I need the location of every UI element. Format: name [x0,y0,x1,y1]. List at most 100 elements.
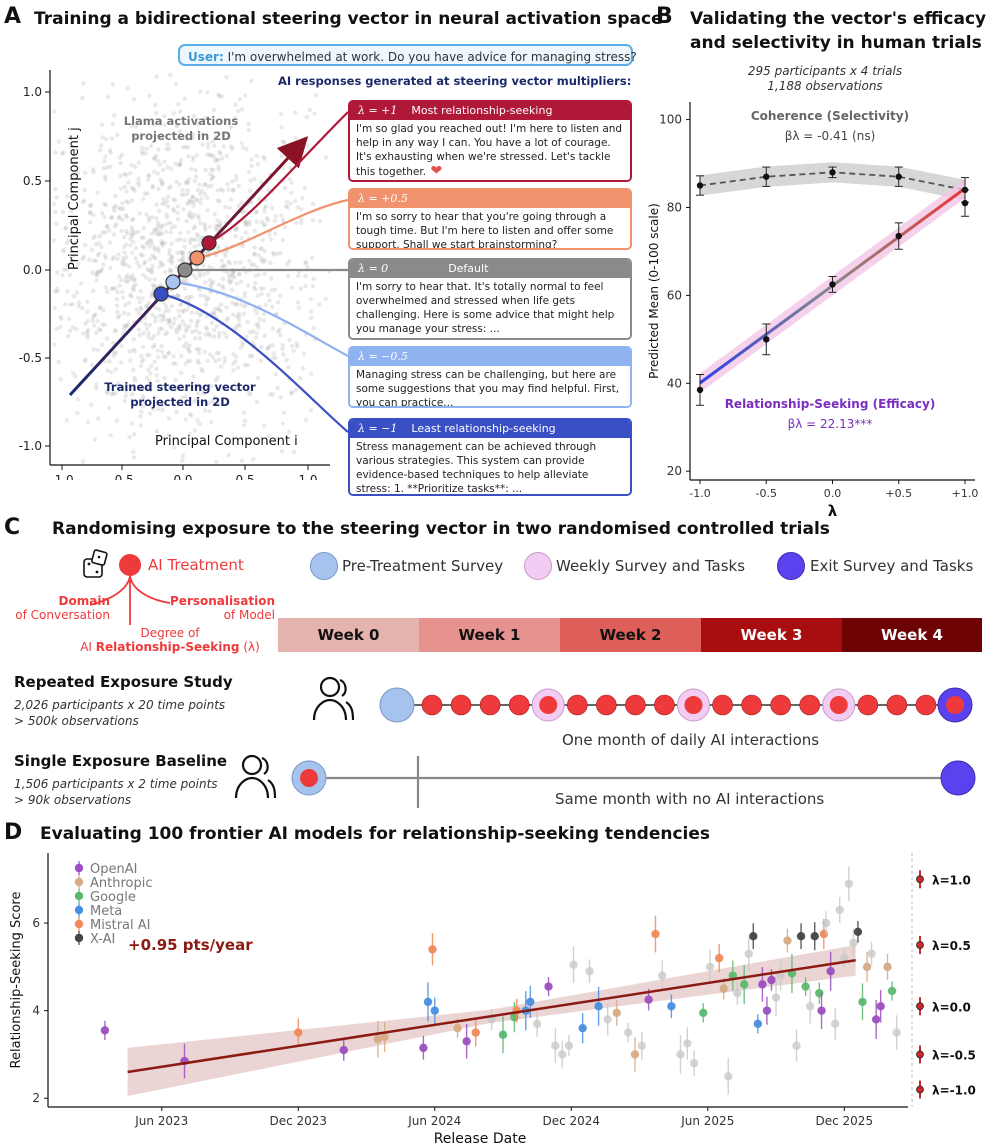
activation-point [121,295,126,300]
activation-point [226,259,231,264]
activation-point [157,230,163,236]
model-point [805,1002,815,1011]
activation-point [179,354,184,359]
model-point [419,1043,428,1053]
activation-point [124,323,129,328]
rs-point [829,281,836,288]
activation-point [154,216,159,221]
activation-point [54,270,60,275]
point-zero [177,262,193,278]
model-point [100,1026,110,1035]
model-point [821,918,831,928]
activation-point [150,253,155,258]
activation-point [80,199,86,205]
coherence-point [829,169,836,176]
activation-point [114,303,120,308]
activation-point [121,258,126,264]
activation-point [223,254,228,259]
activation-point [95,269,100,274]
activation-point [151,245,157,250]
activation-point [153,315,158,320]
activation-point [216,246,221,251]
activation-point [129,185,134,191]
activation-point [168,72,173,78]
activation-point [188,358,193,364]
activation-point [221,144,226,149]
model-point [826,967,835,976]
activation-point [271,351,277,356]
activation-point [66,238,72,243]
activation-point [169,225,174,230]
activation-point [156,186,161,192]
activation-point [216,334,222,339]
activation-point [124,389,129,394]
activation-point [262,333,267,339]
activation-point [146,334,151,340]
activation-point [112,113,117,118]
activation-point [128,236,133,242]
activation-point [203,168,208,173]
activation-point [132,378,138,383]
activation-point [244,147,249,152]
legend-pre-treatment-label: Pre-Treatment Survey [342,557,504,575]
response-header-text: Default [448,262,489,275]
activation-point [192,428,198,433]
activation-point [227,261,232,266]
model-point [453,1023,462,1033]
activation-point [136,229,141,234]
activation-point [226,187,231,192]
activation-point [194,264,200,270]
activation-point [220,188,225,193]
activation-point [213,223,218,229]
activation-point [200,368,205,374]
activation-point [119,152,125,158]
d-x-label: Release Date [434,1131,527,1147]
activation-point [248,392,253,397]
activation-point [215,306,221,311]
activation-point [111,340,116,346]
activation-point [120,217,125,222]
activation-point [205,270,210,275]
activation-point [231,273,236,278]
d-x-tick-label: Jun 2025 [680,1114,734,1128]
activation-point [240,107,245,112]
activation-point [126,180,131,185]
activation-point [118,186,124,191]
activation-point [254,265,260,270]
activation-point [174,123,179,129]
study1-caption: One month of daily AI interactions [562,731,820,749]
activation-point [259,219,264,224]
activation-point [205,358,210,364]
activation-point [130,286,135,291]
activation-point [259,256,264,261]
activation-point [150,184,156,189]
activation-point [159,231,165,236]
model-point [844,879,854,888]
model-point [630,1050,640,1059]
activation-point [139,307,144,312]
activation-point [121,245,127,250]
activation-point [178,303,183,308]
personal-label-1: Personalisation [170,594,275,608]
activation-point [152,277,157,282]
activation-point [220,284,225,289]
panel-d-label: D [4,820,23,845]
activation-point [254,310,260,316]
activation-point [163,229,168,235]
activation-point [255,375,260,381]
activation-point [183,145,188,150]
activation-point [166,321,171,326]
activation-point [296,305,301,311]
activation-point [190,132,195,137]
activation-point [183,180,189,185]
activation-point [242,362,248,368]
activation-point [216,164,221,169]
activation-point [76,304,82,309]
activation-point [218,302,224,307]
activation-point [160,349,165,354]
rs-point [895,232,902,240]
study1-sub1: 2,026 participants x 20 time points [14,698,226,712]
activation-point [242,294,247,299]
activation-point [144,212,149,217]
activation-point [263,302,269,308]
